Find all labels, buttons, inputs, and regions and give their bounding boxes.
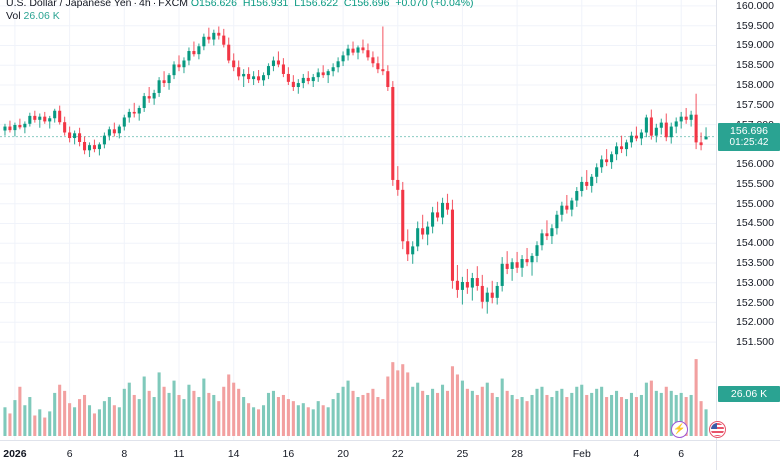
price-tick: 153.500 bbox=[736, 257, 774, 269]
price-tick: 159.500 bbox=[736, 19, 774, 32]
us-flag-icon bbox=[711, 423, 724, 436]
time-tick: 16 bbox=[282, 448, 295, 460]
bar-countdown: 01:25:42 bbox=[729, 136, 769, 148]
chart-canvas bbox=[0, 0, 716, 440]
last-price-value: 156.696 bbox=[730, 124, 768, 137]
price-tick: 158.500 bbox=[736, 59, 774, 72]
time-tick: Feb bbox=[572, 448, 591, 460]
price-tick: 153.000 bbox=[736, 276, 774, 289]
time-tick: 2026 bbox=[3, 448, 27, 460]
last-price-badge: 156.696 01:25:42 bbox=[718, 122, 780, 151]
price-tick: 155.500 bbox=[736, 177, 774, 190]
price-axis[interactable]: 160.000 159.500 159.000 158.500 158.000 157.5… bbox=[716, 0, 780, 440]
economic-event-marker[interactable]: ⚡ bbox=[671, 421, 688, 438]
price-tick: 157.500 bbox=[736, 98, 774, 111]
price-tick: 159.000 bbox=[736, 39, 774, 52]
time-tick: 4 bbox=[633, 448, 640, 460]
price-tick: 154.000 bbox=[736, 237, 774, 250]
price-tick: 155.000 bbox=[736, 197, 774, 210]
time-tick: 8 bbox=[121, 448, 128, 460]
chart-plot-area[interactable] bbox=[0, 0, 716, 440]
volume-badge: 26.06 K bbox=[718, 386, 780, 402]
price-tick: 160.000 bbox=[736, 0, 774, 12]
time-tick: 20 bbox=[337, 448, 349, 460]
price-tick: 154.500 bbox=[736, 217, 774, 230]
time-tick: 28 bbox=[511, 448, 523, 460]
time-tick: 6 bbox=[678, 448, 685, 460]
price-tick: 156.000 bbox=[736, 158, 774, 171]
time-tick: 14 bbox=[227, 448, 240, 460]
us-flag-marker[interactable] bbox=[709, 421, 726, 438]
time-axis[interactable]: 20266811141620222528Feb4610 bbox=[0, 440, 780, 470]
price-tick: 152.000 bbox=[736, 316, 774, 329]
axis-corner bbox=[716, 440, 780, 470]
price-tick: 151.500 bbox=[736, 336, 774, 349]
time-tick: 11 bbox=[173, 448, 185, 460]
price-tick: 158.000 bbox=[736, 79, 774, 92]
time-tick: 22 bbox=[391, 448, 404, 460]
price-tick: 152.500 bbox=[736, 296, 774, 309]
time-tick: 25 bbox=[456, 448, 469, 460]
time-tick: 6 bbox=[66, 448, 73, 460]
